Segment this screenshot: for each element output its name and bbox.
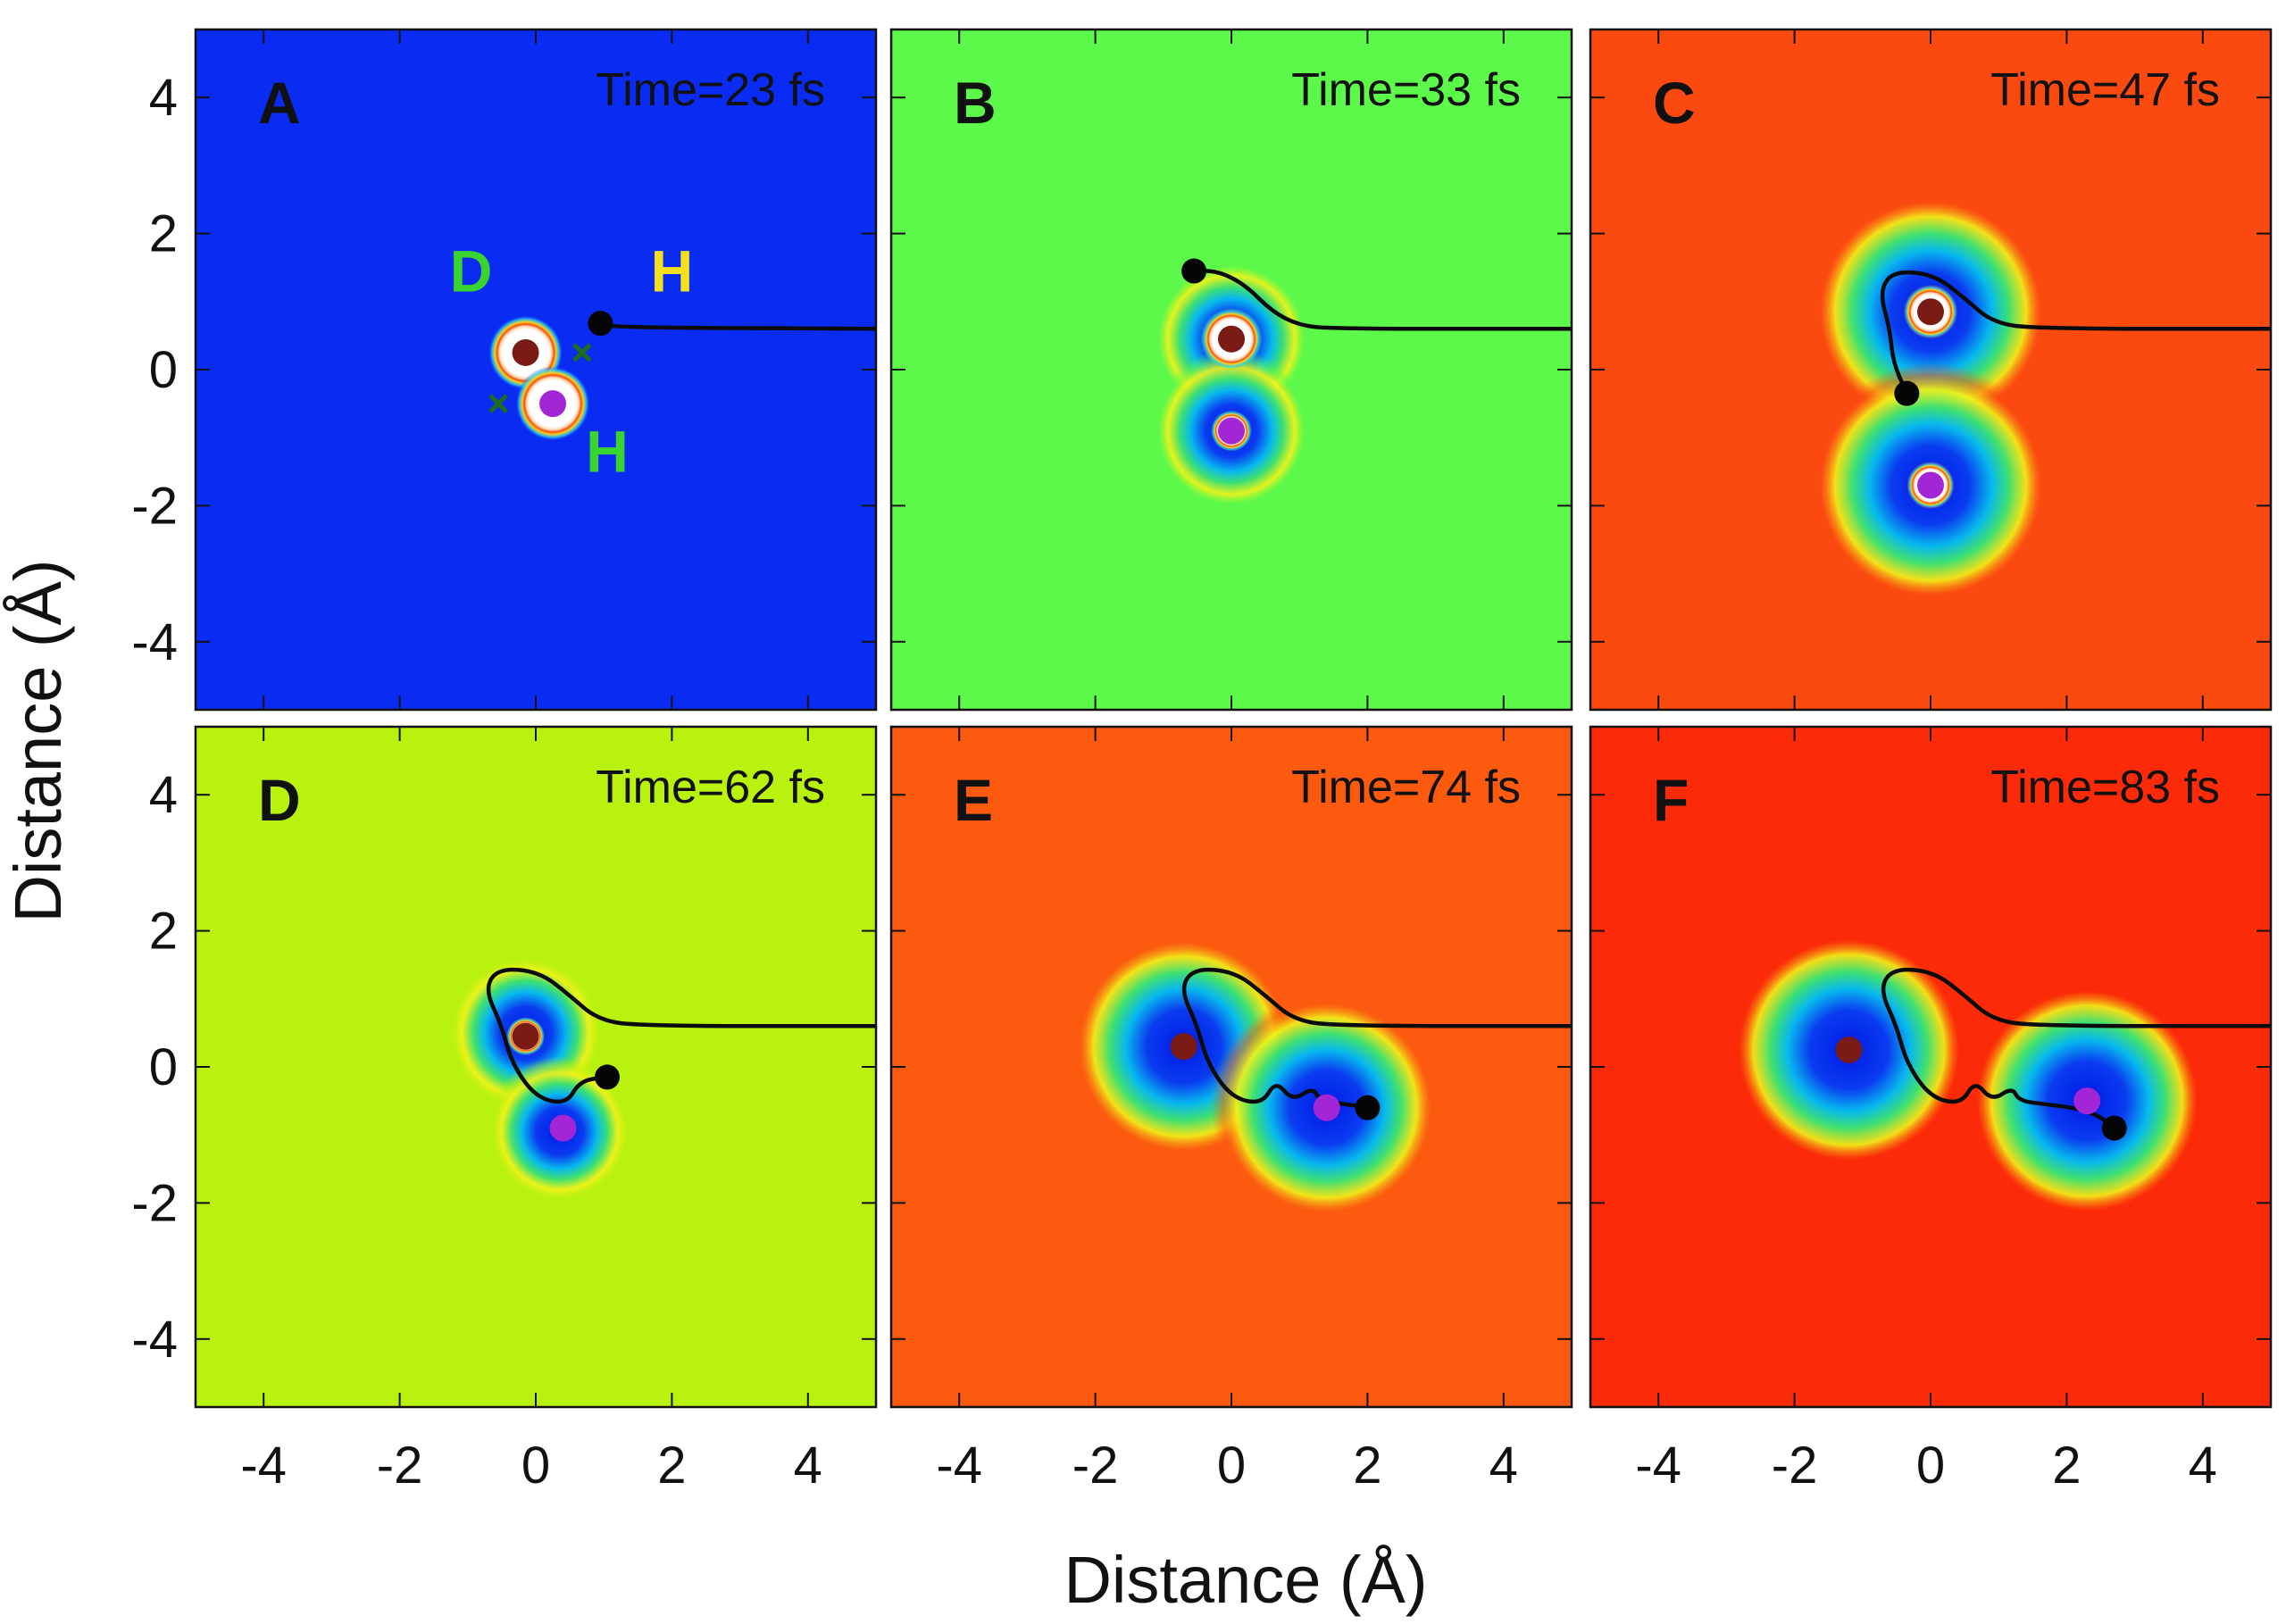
y-tick-label: -2: [131, 1174, 178, 1232]
y-tick-label: 2: [149, 903, 178, 961]
atom-label: H: [651, 237, 694, 304]
y-tick-label: 0: [149, 341, 178, 399]
electron-position: [1181, 258, 1207, 284]
y-tick-label: -4: [131, 1311, 178, 1369]
panel-a: D H H A Time=23 fs: [194, 28, 878, 712]
panel-letter: A: [258, 70, 301, 136]
panel-letter: D: [258, 767, 301, 833]
panel-frame: [1589, 725, 2273, 1409]
electron-position: [1355, 1095, 1381, 1120]
x-tick-label: -4: [936, 1437, 982, 1495]
y-tick-label: 4: [149, 69, 178, 127]
electron-position: [1894, 380, 1920, 406]
nucleus-h: [1218, 417, 1245, 445]
electron-position: [2101, 1115, 2127, 1141]
panel-d: D Time=62 fs: [194, 725, 878, 1409]
y-tick-label: 4: [149, 766, 178, 824]
x-tick-label: -2: [377, 1437, 423, 1495]
panel-letter: C: [1653, 70, 1696, 136]
electron-trajectory: [1191, 269, 1572, 331]
cross-mark: [572, 343, 592, 362]
electron-trajectory: [486, 967, 876, 1104]
x-tick-label: 2: [2052, 1437, 2081, 1495]
time-label: Time=83 fs: [1990, 762, 2220, 813]
panel-frame: [194, 28, 878, 712]
x-tick-label: 2: [1353, 1437, 1381, 1495]
x-tick-label: 0: [521, 1437, 550, 1495]
nucleus-h: [1313, 1094, 1340, 1121]
y-tick-label: 2: [149, 205, 178, 263]
electron-position: [595, 1064, 621, 1090]
atom-label: H: [586, 418, 629, 484]
electron-trajectory: [1880, 270, 2271, 396]
nucleus-d: [512, 1022, 539, 1050]
nucleus-h: [1917, 471, 1944, 499]
panel-letter: F: [1653, 767, 1689, 833]
panel-frame: [889, 28, 1573, 712]
x-tick-label: 0: [1916, 1437, 1945, 1495]
y-axes: 4 2 0 -2 -4 4 2 0 -2 -4: [131, 69, 178, 1369]
y-tick-label: -2: [131, 477, 178, 535]
time-label: Time=62 fs: [596, 762, 825, 813]
panel-letter: B: [954, 70, 997, 136]
x-tick-label: 4: [2189, 1437, 2217, 1495]
x-tick-label: 2: [657, 1437, 686, 1495]
x-tick-label: -2: [1072, 1437, 1119, 1495]
x-tick-label: -2: [1772, 1437, 1818, 1495]
panel-b: B Time=33 fs: [889, 28, 1573, 712]
x-tick-label: 4: [794, 1437, 822, 1495]
electron-trajectory: [598, 321, 876, 331]
nucleus-h: [2073, 1087, 2101, 1115]
panel-e: E Time=74 fs: [889, 725, 1573, 1409]
y-tick-label: -4: [131, 613, 178, 671]
atom-label: D: [450, 237, 493, 304]
panel-c: C Time=47 fs: [1589, 28, 2273, 712]
electron-trajectory: [1881, 967, 2271, 1130]
x-axes: -4 -2 0 2 4 -4 -2 0 2 4 -4 -2 0 2 4: [240, 1437, 2217, 1495]
x-axis-label: Distance (Å): [1064, 1543, 1427, 1617]
nucleus-h: [539, 390, 567, 418]
x-tick-label: 4: [1489, 1437, 1518, 1495]
nucleus-h: [549, 1114, 577, 1142]
y-axis-label: Distance (Å): [1, 559, 75, 922]
time-label: Time=33 fs: [1291, 64, 1521, 116]
electron-trajectory: [1181, 967, 1572, 1110]
panel-f: F Time=83 fs: [1589, 725, 2273, 1409]
nucleus-d: [1170, 1033, 1197, 1061]
panel-letter: E: [954, 767, 993, 833]
x-tick-label: -4: [1635, 1437, 1681, 1495]
x-tick-label: -4: [240, 1437, 287, 1495]
nucleus-d: [512, 338, 539, 366]
panels: D H H A Time=23 fs B Time=33 fs C Time=47 fs D Tim…: [194, 28, 2273, 1409]
y-tick-label: 0: [149, 1038, 178, 1096]
time-label: Time=47 fs: [1990, 64, 2220, 116]
cross-mark: [488, 394, 508, 413]
panel-frame: [1589, 28, 2273, 712]
nucleus-d: [1218, 325, 1245, 353]
nucleus-d: [1917, 298, 1944, 326]
x-tick-label: 0: [1217, 1437, 1246, 1495]
time-label: Time=23 fs: [596, 64, 825, 116]
nucleus-d: [1835, 1036, 1863, 1063]
electron-position: [588, 311, 613, 337]
panel-frame: [194, 725, 878, 1409]
panel-frame: [889, 725, 1573, 1409]
time-label: Time=74 fs: [1291, 762, 1521, 813]
